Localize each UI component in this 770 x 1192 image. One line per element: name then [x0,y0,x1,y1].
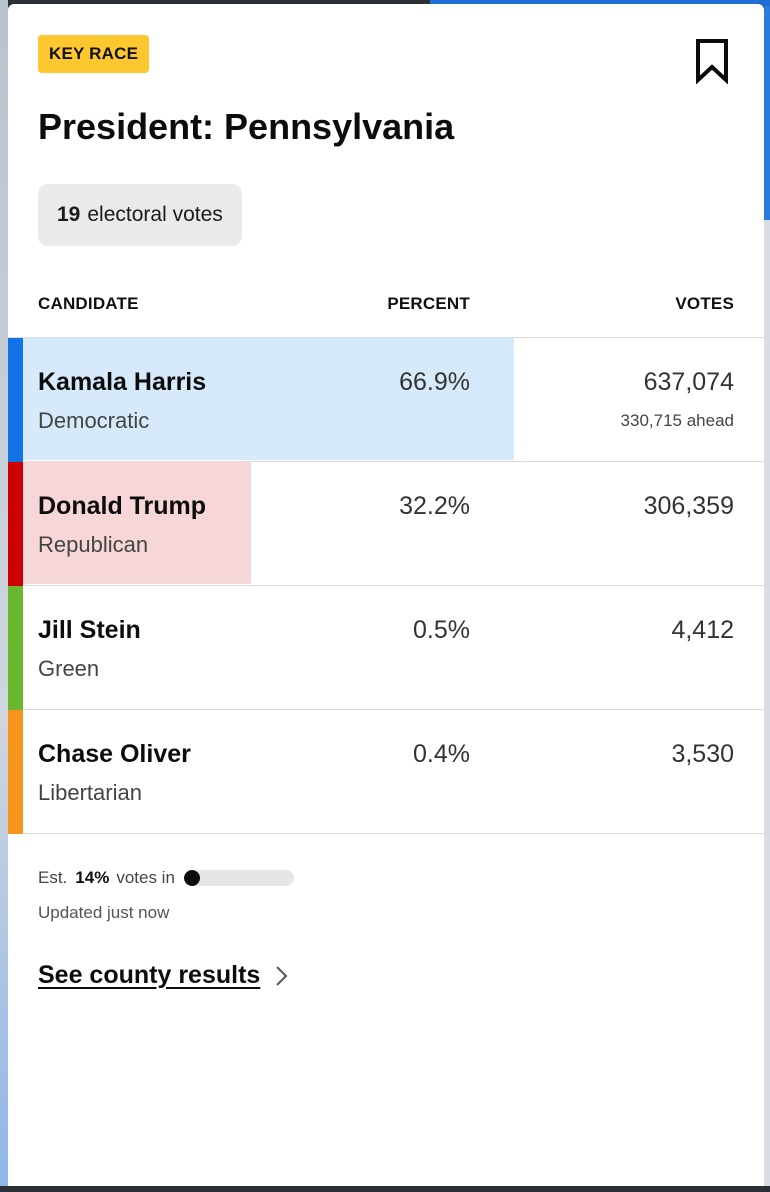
county-link-label[interactable]: See county results [38,961,261,989]
candidate-name: Kamala Harris [38,368,207,396]
candidate-row: Chase Oliver Libertarian 0.4% 3,530 [8,710,764,834]
candidate-percent: 0.4% [413,740,470,768]
header-divider [8,337,764,338]
chevron-right-icon[interactable] [274,964,290,988]
race-card: KEY RACE President: Pennsylvania 19 elec… [8,4,764,1186]
est-suffix: votes in [116,868,175,887]
background-right [764,0,770,1192]
row-divider [23,461,764,462]
candidate-name: Chase Oliver [38,740,191,768]
vote-share-fill [8,338,514,460]
party-color-stripe [8,462,23,586]
candidate-party: Green [38,656,100,681]
background-left [0,0,8,1192]
header-candidate: CANDIDATE [38,294,139,313]
see-county-results-link[interactable]: See county results [38,961,290,990]
candidate-party: Libertarian [38,780,142,805]
electoral-votes-count: 19 [57,203,81,226]
candidate-votes: 637,074 [643,368,734,396]
est-percent: 14% [75,868,110,887]
candidate-votes: 3,530 [671,740,734,768]
key-race-badge: KEY RACE [38,35,150,73]
candidate-party: Democratic [38,408,150,433]
candidate-row: Kamala Harris Democratic 66.9% 637,074 330,7… [8,338,764,462]
party-color-stripe [8,710,23,834]
candidate-party: Republican [38,532,149,557]
candidate-name: Donald Trump [38,492,207,520]
background-bottom [0,1186,770,1192]
party-color-stripe [8,338,23,462]
candidate-row: Donald Trump Republican 32.2% 306,359 [8,462,764,586]
candidate-name: Jill Stein [38,616,141,644]
reporting-status: Est. 14% votes in [38,868,294,888]
background-top-accent [430,0,770,6]
row-divider [23,833,764,834]
party-color-stripe [8,586,23,710]
electoral-votes-pill: 19 electoral votes [38,184,242,246]
est-prefix: Est. [38,868,68,887]
header-votes: VOTES [675,294,734,313]
reporting-progress-fill [183,870,200,886]
candidate-row: Jill Stein Green 0.5% 4,412 [8,586,764,710]
page-title: President: Pennsylvania [38,106,455,147]
candidate-percent: 66.9% [399,368,470,396]
row-divider [23,585,764,586]
row-divider [23,709,764,710]
candidate-lead: 330,715 ahead [620,411,734,430]
electoral-votes-label: electoral votes [87,203,223,226]
candidate-percent: 32.2% [399,492,470,520]
candidate-votes: 4,412 [671,616,734,644]
background-right-accent [764,0,770,220]
vote-share-fill [8,462,251,584]
updated-timestamp: Updated just now [38,903,170,922]
reporting-progress-bar [183,870,294,886]
candidate-percent: 0.5% [413,616,470,644]
header-percent: PERCENT [387,294,470,313]
bookmark-icon[interactable] [692,38,732,84]
candidate-votes: 306,359 [643,492,734,520]
